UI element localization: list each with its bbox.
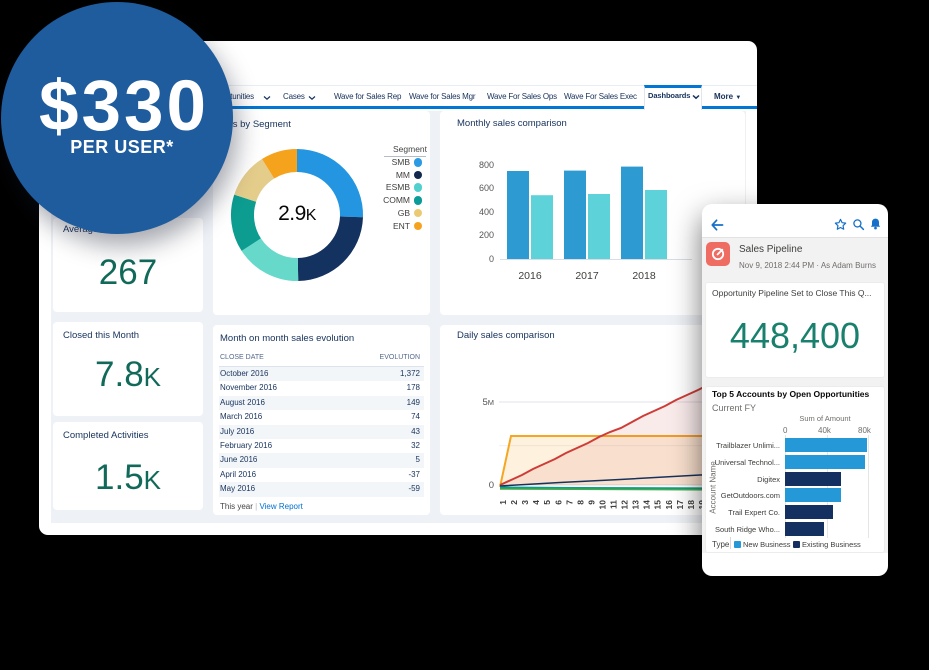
svg-text:2016: 2016 <box>518 270 542 282</box>
svg-text:8: 8 <box>575 500 585 505</box>
svg-text:17: 17 <box>675 500 685 510</box>
svg-text:12: 12 <box>620 500 630 510</box>
svg-text:7: 7 <box>564 500 574 505</box>
svg-text:800: 800 <box>479 160 494 170</box>
svg-text:4: 4 <box>531 500 541 505</box>
svg-text:5: 5 <box>542 500 552 505</box>
svg-text:13: 13 <box>631 500 641 510</box>
svg-text:6: 6 <box>553 500 563 505</box>
svg-text:11: 11 <box>609 500 619 509</box>
svg-text:600: 600 <box>479 183 494 193</box>
svg-text:400: 400 <box>479 207 494 217</box>
svg-text:3: 3 <box>520 500 530 505</box>
svg-text:2018: 2018 <box>632 270 656 282</box>
svg-text:14: 14 <box>642 500 652 510</box>
svg-text:0: 0 <box>489 254 494 264</box>
svg-text:16: 16 <box>664 500 674 510</box>
svg-text:2: 2 <box>509 500 519 505</box>
svg-text:9: 9 <box>586 500 596 505</box>
svg-text:18: 18 <box>686 500 696 510</box>
svg-text:19: 19 <box>697 500 707 510</box>
svg-text:15: 15 <box>653 500 663 510</box>
svg-text:1: 1 <box>498 500 508 505</box>
svg-text:2017: 2017 <box>575 270 599 282</box>
svg-text:0: 0 <box>489 480 494 491</box>
svg-text:200: 200 <box>479 230 494 240</box>
svg-text:10: 10 <box>597 500 607 510</box>
svg-text:5M: 5M <box>482 397 494 408</box>
